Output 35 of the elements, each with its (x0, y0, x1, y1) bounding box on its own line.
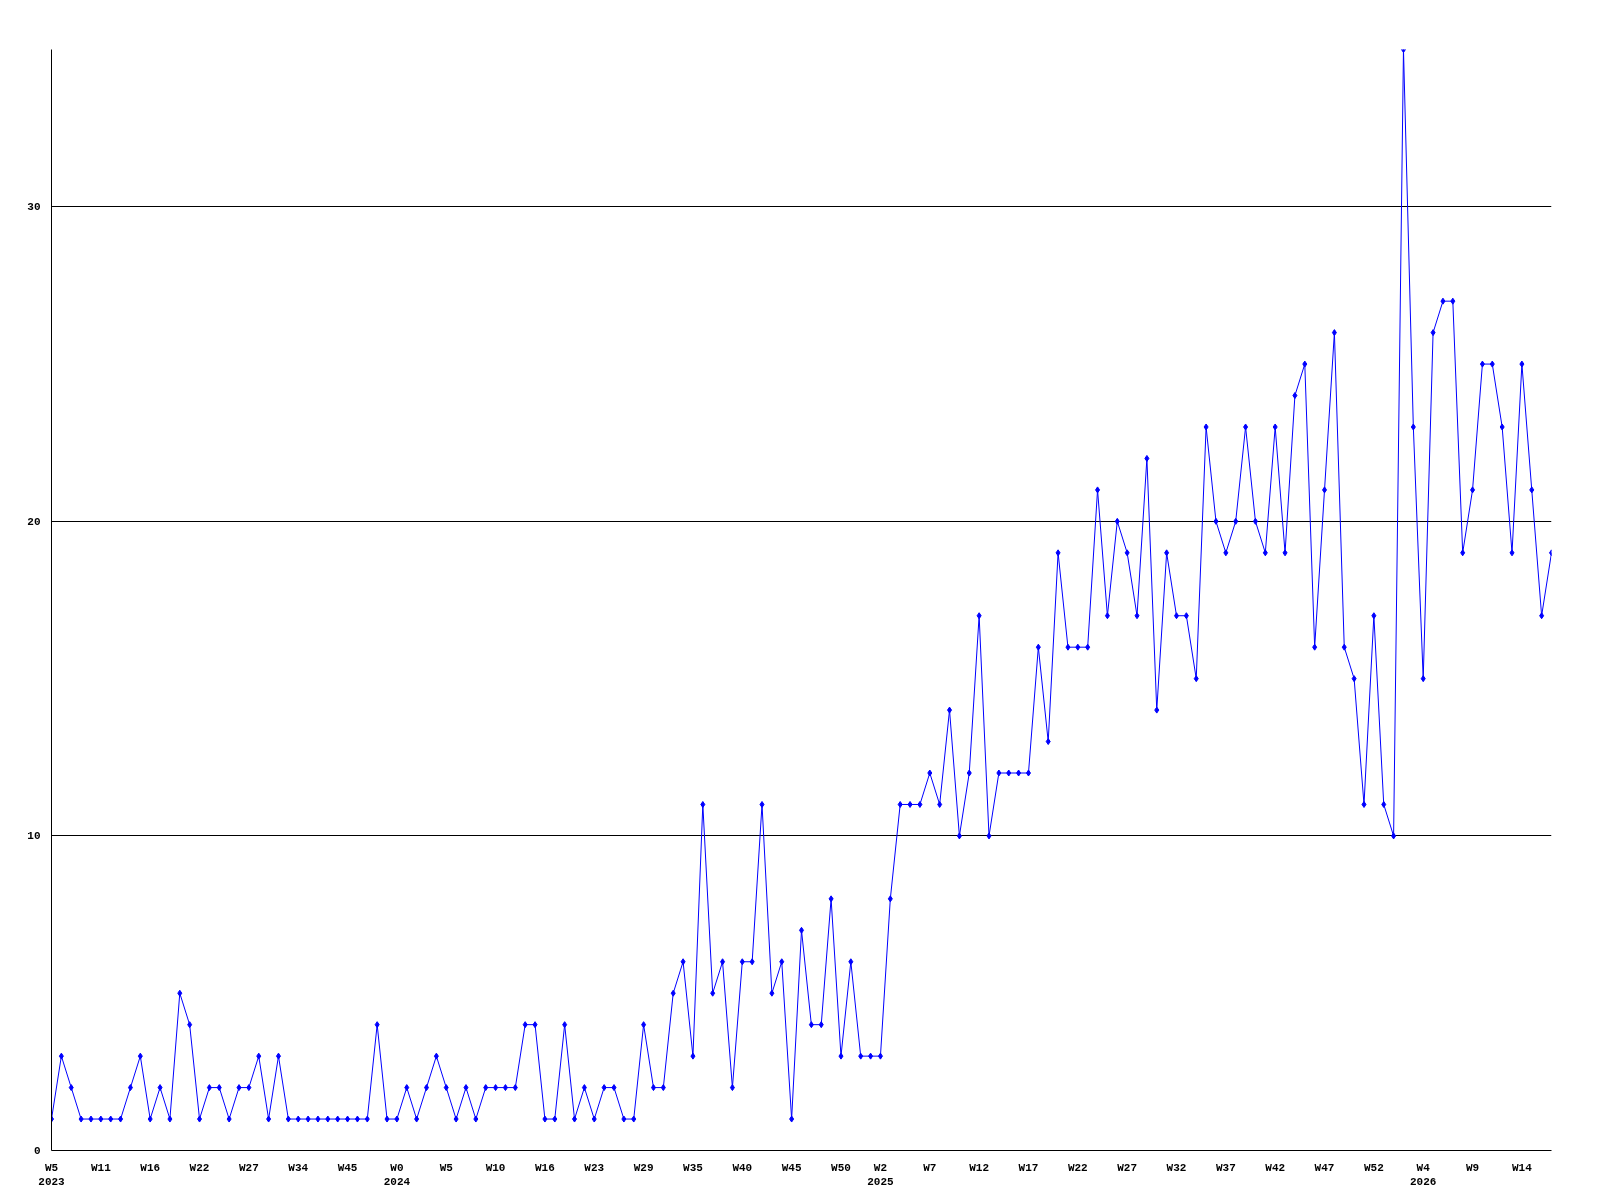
x-tick-label: W5 2023 (38, 1161, 66, 1188)
x-tick-label: W10 (485, 1161, 506, 1174)
x-tick-label: W35 (683, 1161, 704, 1174)
y-tick-label: 10 (27, 830, 41, 843)
x-tick-label: W16 (140, 1161, 161, 1174)
x-tick-label: W34 (288, 1161, 309, 1174)
x-tick-label: W0 2024 (383, 1161, 411, 1188)
x-tick-label: W7 (923, 1161, 937, 1174)
x-tick-label: W23 (584, 1161, 605, 1174)
x-tick-label: W2 2025 (867, 1161, 895, 1188)
y-tick-label: 20 (27, 515, 41, 528)
x-tick-label: W52 (1363, 1161, 1384, 1174)
x-tick-label: W47 (1314, 1161, 1335, 1174)
x-tick-label: W27 (238, 1161, 259, 1174)
x-tick-label: W29 (633, 1161, 654, 1174)
x-tick-label: W4 2026 (1410, 1161, 1437, 1188)
x-tick-label: W17 (1018, 1161, 1039, 1174)
x-tick-label: W14 (1511, 1161, 1533, 1174)
y-tick-label: 30 (27, 201, 41, 214)
x-tick-label: W22 (189, 1161, 210, 1174)
x-tick-label: W37 (1215, 1161, 1236, 1174)
x-tick-label: W12 (969, 1161, 990, 1174)
x-tick-label: W40 (732, 1161, 753, 1174)
x-tick-label: W50 (831, 1161, 851, 1174)
x-tick-label: W9 (1465, 1161, 1480, 1174)
x-tick-label: W27 (1117, 1161, 1138, 1174)
x-tick-label: W5 (439, 1161, 454, 1174)
x-tick-label: W45 (337, 1161, 358, 1174)
x-tick-label: W11 (90, 1161, 112, 1174)
x-tick-label: W32 (1166, 1161, 1187, 1174)
x-tick-label: W45 (781, 1161, 802, 1174)
y-tick-label: 0 (33, 1145, 41, 1157)
x-tick-label: W16 (535, 1161, 555, 1174)
x-tick-label: W42 (1265, 1161, 1286, 1174)
x-tick-label: W22 (1067, 1161, 1088, 1174)
